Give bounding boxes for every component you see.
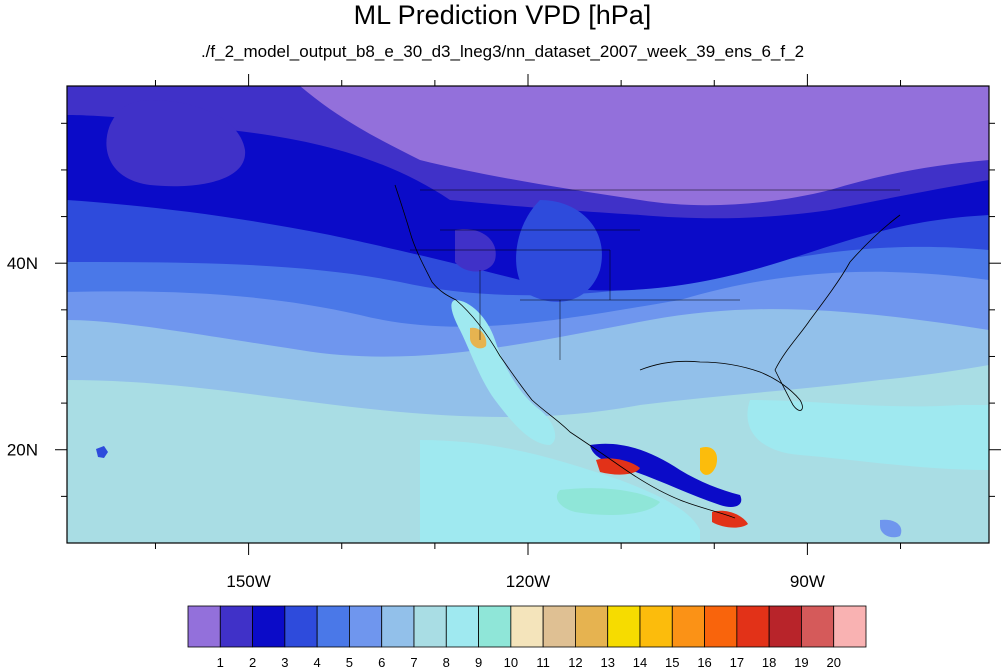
colorbar-label: 14 <box>633 655 647 670</box>
band-1-2-pacific <box>106 100 246 187</box>
colorbar-label: 15 <box>665 655 679 670</box>
colorbar-label: 13 <box>600 655 614 670</box>
band-15-16-cuba <box>700 446 718 475</box>
state-boundaries <box>410 189 900 360</box>
axis-ticks <box>55 74 1001 555</box>
band-5-6-southeast <box>880 519 902 538</box>
axis-tick-labels: 150W 120W 90W 40N 20N <box>7 254 825 591</box>
colorbar-label: 10 <box>504 655 518 670</box>
coastlines <box>394 184 901 519</box>
colorbar: 1 2 3 4 5 6 7 8 9 10 11 12 13 14 15 16 17 18 19 20 <box>187 605 867 670</box>
colorbar-swatch <box>801 605 835 648</box>
colorbar-label: 11 <box>536 655 550 670</box>
colorbar-label: 1 <box>217 655 224 670</box>
colorbar-label: 16 <box>697 655 711 670</box>
lat-tick-label: 40N <box>7 254 38 273</box>
band-8-9-atlantic <box>747 400 989 470</box>
band-2-3-centralamerica <box>590 443 742 507</box>
band-12-13-baja <box>470 327 487 349</box>
colorbar-label: 8 <box>443 655 450 670</box>
lat-tick-label: 20N <box>7 441 38 460</box>
colorbar-swatch <box>768 605 802 648</box>
colorbar-swatch <box>187 605 221 648</box>
colorbar-swatch <box>413 605 447 648</box>
colorbar-swatch <box>833 605 867 648</box>
colorbar-swatch <box>607 605 641 648</box>
colorbar-swatch <box>704 605 738 648</box>
band-17-18-mexico <box>596 458 640 475</box>
west-coast-line <box>394 184 736 519</box>
gulf-east-coast-line <box>639 214 901 411</box>
band-17-18-venezuela <box>712 510 748 528</box>
colorbar-swatch <box>445 605 479 648</box>
band-9-10 <box>556 488 660 515</box>
vpd-field <box>67 86 989 543</box>
colorbar-swatch <box>252 605 286 648</box>
colorbar-label: 17 <box>730 655 744 670</box>
colorbar-swatch <box>671 605 705 648</box>
colorbar-label: 2 <box>249 655 256 670</box>
colorbar-swatch <box>381 605 415 648</box>
colorbar-label: 5 <box>346 655 353 670</box>
colorbar-label: 4 <box>314 655 321 670</box>
colorbar-label: 7 <box>410 655 417 670</box>
colorbar-swatch <box>542 605 576 648</box>
band-0-1 <box>300 86 989 206</box>
colorbar-swatch <box>316 605 350 648</box>
colorbar-label: 12 <box>568 655 582 670</box>
colorbar-label: 6 <box>378 655 385 670</box>
colorbar-swatch <box>349 605 383 648</box>
colorbar-label: 18 <box>762 655 776 670</box>
colorbar-swatch <box>219 605 253 648</box>
colorbar-swatch <box>639 605 673 648</box>
colorbar-label: 19 <box>794 655 808 670</box>
colorbar-swatch <box>736 605 770 648</box>
colorbar-label: 9 <box>475 655 482 670</box>
band-3-4-plains <box>516 200 602 302</box>
band-1-2-basin <box>455 229 496 272</box>
lon-tick-label: 150W <box>226 572 270 591</box>
colorbar-swatch <box>284 605 318 648</box>
lon-tick-label: 120W <box>506 572 550 591</box>
map-title: ML Prediction VPD [hPa] <box>353 0 652 30</box>
colorbar-swatch <box>510 605 544 648</box>
colorbar-label: 3 <box>281 655 288 670</box>
lon-tick-label: 90W <box>790 572 825 591</box>
colorbar-label: 20 <box>826 655 840 670</box>
colorbar-swatch <box>478 605 512 648</box>
colorbar-swatch <box>575 605 609 648</box>
band-3-4-hawaii <box>96 446 108 458</box>
map-subtitle: ./f_2_model_output_b8_e_30_d3_lneg3/nn_d… <box>200 42 805 61</box>
